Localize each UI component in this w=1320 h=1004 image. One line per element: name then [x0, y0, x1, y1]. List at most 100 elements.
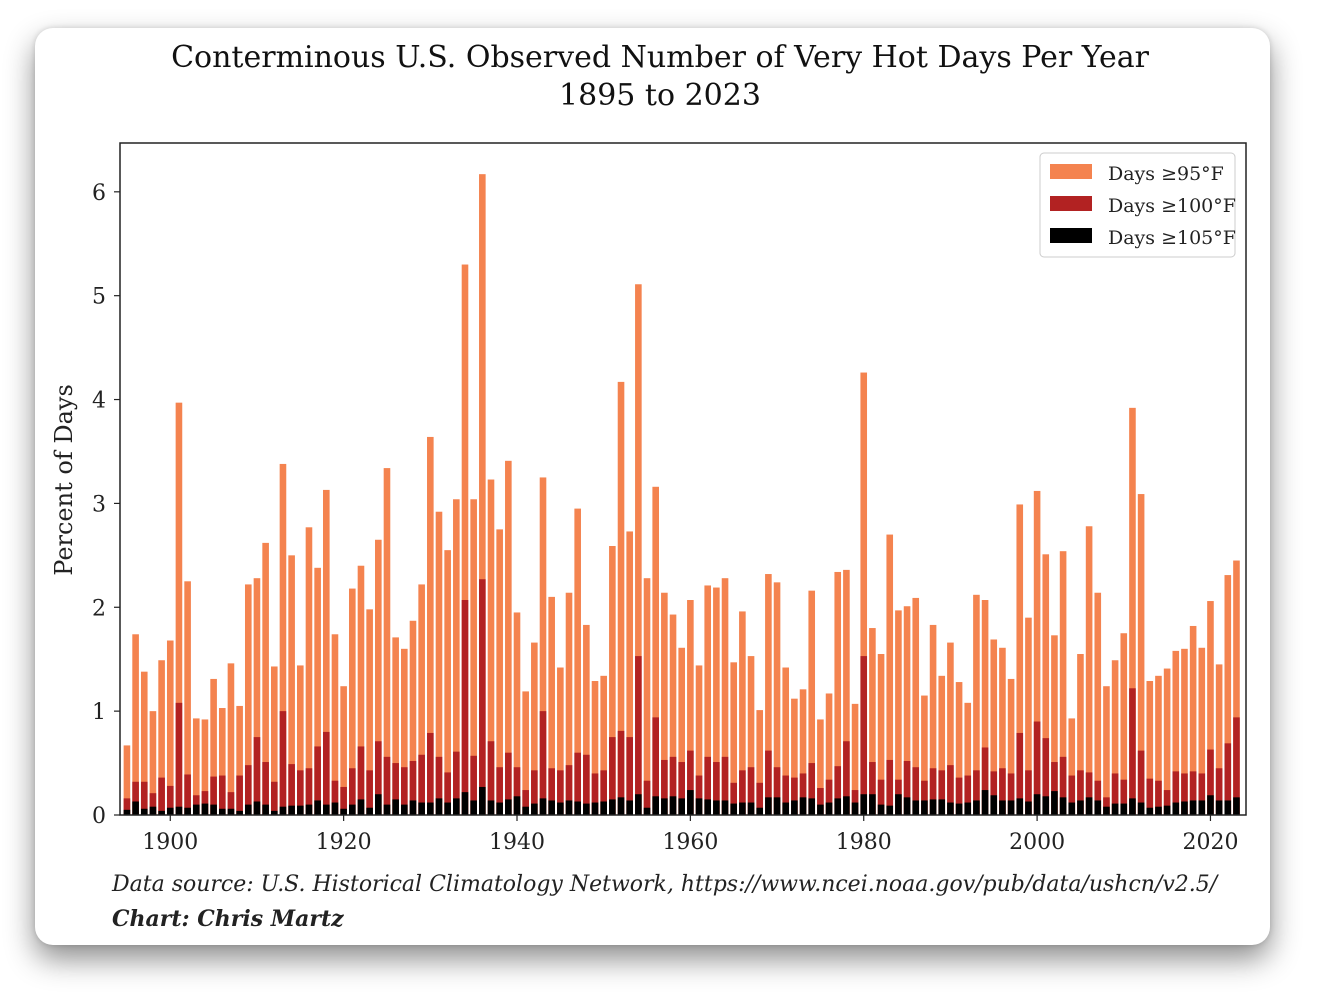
bar-100f-1966: [739, 770, 746, 815]
chart-title: Conterminous U.S. Observed Number of Ver…: [171, 40, 1149, 75]
bar-105f-1972: [791, 800, 798, 815]
bar-95f-1960: [687, 600, 694, 815]
bar-100f-1978: [843, 741, 850, 815]
bar-105f-1928: [409, 800, 417, 815]
bar-100f-2000: [1033, 721, 1041, 815]
bar-95f-1922: [357, 565, 365, 815]
bar-105f-1965: [730, 803, 738, 815]
bar-100f-1906: [218, 775, 226, 815]
bar-105f-1960: [687, 790, 694, 815]
bar-105f-1938: [496, 802, 503, 815]
bar-100f-1896: [132, 781, 139, 815]
bar-105f-1986: [912, 800, 920, 815]
bar-105f-2021: [1215, 800, 1223, 815]
bar-95f-2017: [1181, 648, 1188, 815]
bar-105f-1913: [279, 806, 287, 815]
bar-95f-1961: [695, 665, 703, 815]
bar-95f-1955: [643, 578, 651, 815]
bar-105f-1952: [617, 797, 625, 815]
bar-105f-1968: [756, 807, 764, 815]
bar-100f-1973: [799, 773, 807, 815]
bar-95f-1935: [470, 499, 477, 815]
bar-105f-2001: [1042, 796, 1050, 815]
bar-105f-1976: [825, 802, 833, 815]
bar-100f-2020: [1207, 749, 1214, 815]
legend: Days ≥95°F Days ≥100°F Days ≥105°F: [1039, 152, 1236, 258]
bar-105f-1979: [851, 802, 859, 815]
bar-95f-1940: [513, 612, 521, 815]
bar-105f-1915: [296, 805, 304, 815]
bar-105f-1975: [817, 804, 824, 815]
bar-100f-2009: [1111, 773, 1119, 815]
bar-105f-2019: [1198, 800, 1206, 815]
bar-100f-1923: [366, 770, 373, 815]
bar-100f-1999: [1025, 770, 1032, 815]
bar-105f-1958: [669, 796, 677, 815]
bar-95f-1948: [583, 624, 590, 815]
bar-95f-1930: [427, 436, 434, 815]
bar-105f-2016: [1172, 802, 1180, 815]
bar-95f-2015: [1163, 668, 1171, 815]
bar-95f-1972: [791, 698, 798, 815]
bar-100f-1914: [288, 764, 295, 815]
bar-95f-1934: [461, 264, 469, 815]
bar-100f-1970: [773, 767, 781, 815]
bar-105f-2003: [1059, 797, 1067, 815]
bar-95f-1895: [123, 745, 131, 815]
bar-105f-1998: [1016, 798, 1024, 815]
bar-100f-2012: [1137, 750, 1145, 815]
bar-105f-1955: [643, 807, 651, 815]
bar-105f-1978: [843, 796, 850, 815]
bar-105f-1920: [340, 808, 347, 815]
bar-100f-1986: [912, 767, 920, 815]
bar-100f-1904: [201, 791, 209, 815]
bar-100f-1963: [713, 762, 720, 815]
bar-105f-1987: [921, 800, 928, 815]
bar-105f-1977: [834, 798, 842, 815]
bar-100f-1957: [661, 759, 668, 815]
bar-100f-2016: [1172, 771, 1180, 815]
bar-105f-1936: [479, 786, 486, 815]
bar-95f-2021: [1215, 664, 1223, 815]
bar-95f-1989: [938, 675, 946, 815]
bar-105f-1902: [184, 807, 191, 815]
bar-95f-2004: [1068, 718, 1076, 815]
bar-95f-1928: [409, 620, 417, 815]
bar-100f-1898: [149, 793, 157, 815]
bar-100f-1899: [158, 777, 165, 815]
bar-105f-1997: [1007, 800, 1015, 815]
bar-95f-1946: [565, 592, 573, 815]
bar-105f-1899: [158, 810, 165, 815]
bar-95f-1957: [661, 592, 668, 815]
bar-95f-1976: [825, 693, 833, 815]
legend-label: Days ≥100°F: [1108, 195, 1236, 217]
bar-100f-1988: [929, 768, 937, 815]
bar-95f-1947: [574, 508, 581, 815]
y-tick-label: 6: [92, 181, 106, 206]
legend-swatch: [1050, 228, 1092, 243]
bar-95f-1933: [453, 499, 460, 815]
bar-100f-2007: [1094, 780, 1102, 815]
legend-swatch: [1050, 164, 1092, 179]
bar-100f-1997: [1007, 773, 1015, 815]
bar-100f-2014: [1155, 780, 1162, 815]
bar-95f-1904: [201, 719, 209, 815]
bar-95f-1975: [817, 719, 824, 815]
bar-95f-1945: [557, 667, 564, 815]
bar-105f-1949: [591, 802, 599, 815]
bar-100f-1941: [522, 790, 529, 815]
bar-105f-1916: [305, 804, 313, 815]
bar-95f-1914: [288, 555, 295, 815]
bar-100f-1983: [886, 759, 894, 815]
bar-105f-2004: [1068, 802, 1076, 815]
bar-95f-1998: [1016, 504, 1024, 815]
bar-100f-1990: [947, 765, 954, 815]
bar-100f-1943: [539, 711, 547, 815]
bar-95f-1977: [834, 571, 842, 815]
bar-105f-2008: [1103, 806, 1110, 815]
bar-100f-1917: [314, 746, 321, 815]
bar-95f-1924: [375, 539, 382, 815]
bar-95f-1913: [279, 463, 287, 815]
bar-105f-1966: [739, 802, 746, 815]
bar-100f-1982: [877, 779, 885, 815]
